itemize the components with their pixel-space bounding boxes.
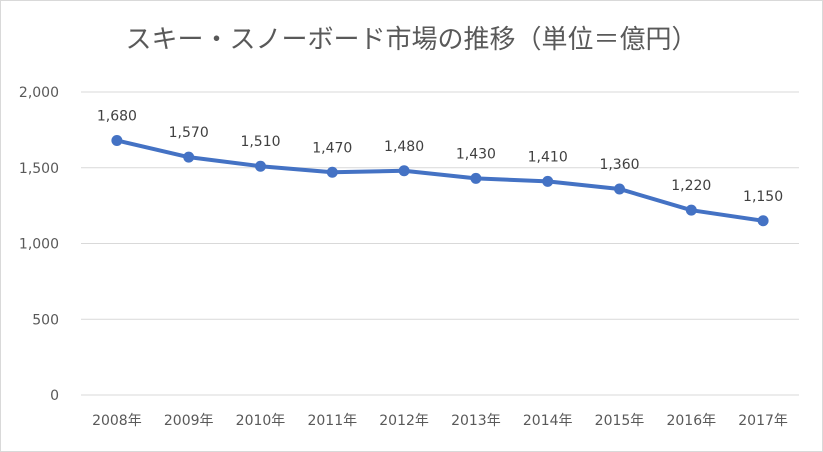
x-tick-label: 2015年 [595,413,645,429]
data-point [255,160,266,172]
x-tick-label: 2017年 [738,413,788,429]
series-line-path [114,138,766,223]
series-line [114,138,766,223]
data-labels: 1,680 1,570 1,510 1,470 1,480 1,430 1,410 1,360… [97,108,783,204]
x-tick-label: 2013年 [451,413,501,429]
x-axis-tick-labels: 2008年 2009年 2010年 2011年 2012年 2013年 2014年 2015年… [92,413,788,429]
data-points [111,134,769,227]
x-tick-label: 2010年 [236,413,286,429]
data-point [542,175,554,187]
x-tick-label: 2014年 [523,413,573,429]
data-label: 1,570 [169,125,209,141]
x-tick-label: 2009年 [164,413,214,429]
data-label: 1,360 [599,157,639,173]
data-point [470,172,482,184]
data-label: 1,220 [671,178,711,194]
data-point [183,151,195,163]
data-point [326,166,338,178]
gridlines [81,91,799,396]
data-label: 1,410 [528,149,568,165]
data-point [111,134,123,146]
y-tick-label: 1,500 [19,161,59,177]
data-point [398,165,410,177]
data-point [757,215,769,227]
x-tick-label: 2008年 [92,413,142,429]
x-tick-label: 2011年 [307,413,357,429]
x-tick-label: 2012年 [379,413,429,429]
y-tick-label: 2,000 [19,85,59,101]
data-label: 1,150 [743,189,783,205]
data-label: 1,480 [384,139,424,155]
y-tick-label: 0 [50,388,59,404]
data-label: 1,470 [312,140,352,156]
data-point [685,204,697,216]
y-tick-label: 1,000 [19,237,59,253]
data-label: 1,430 [456,146,496,162]
data-label: 1,510 [240,134,280,150]
data-point [614,183,625,195]
data-label: 1,680 [97,108,137,124]
y-tick-label: 500 [32,312,59,328]
x-tick-label: 2016年 [666,413,716,429]
y-axis-tick-labels: 0 500 1,000 1,500 2,000 [19,85,59,404]
chart-title: スキー・スノーボード市場の推移（単位＝億円） [125,25,698,55]
